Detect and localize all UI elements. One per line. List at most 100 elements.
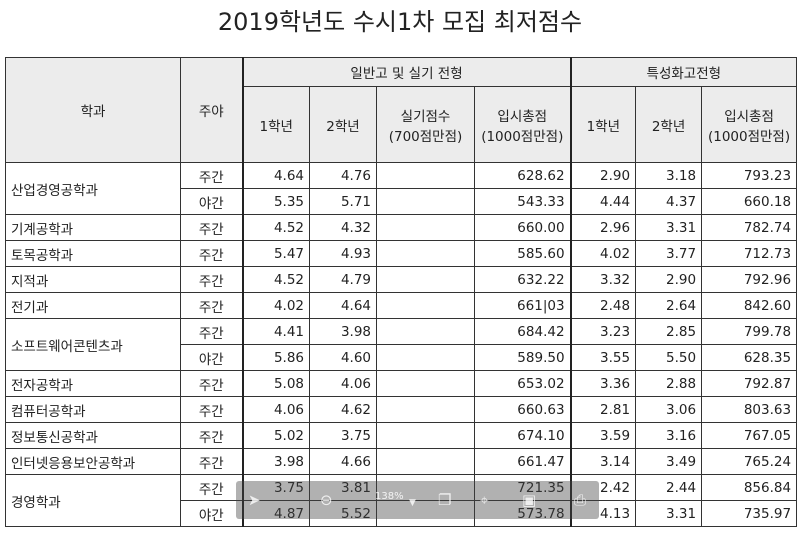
voc-year2-cell: 2.90 [635,266,703,293]
dept-cell: 산업경영공학과 [5,162,181,215]
shift-cell: 주간 [180,292,243,319]
shift-cell: 주간 [180,162,243,189]
header-g1-total-line2: (1000점만점) [481,128,564,145]
voc-year1-cell: 2.81 [569,396,637,423]
year1-cell: 5.08 [241,370,310,397]
skill-cell [376,318,475,345]
voc-total-cell: 803.63 [701,396,798,423]
table-row: 전기과 주간 4.02 4.64 661|03 2.48 2.64 842.60 [5,292,798,319]
year2-cell: 3.81 [309,474,377,501]
zoom-out-icon[interactable]: ⊖ [320,491,333,509]
total-cell: 660.63 [473,396,572,423]
voc-year1-cell: 4.02 [569,240,637,267]
voc-year2-cell: 2.85 [635,318,703,345]
year2-cell: 4.76 [309,162,377,189]
crop-icon[interactable]: ⌖ [480,491,489,509]
year1-cell: 5.02 [241,422,310,449]
shift-cell: 주간 [180,240,243,267]
header-g1-year1: 1학년 [241,86,310,163]
table-row: 기계공학과 주간 4.52 4.32 660.00 2.96 3.31 782.… [5,214,798,241]
skill-cell [376,344,475,371]
table-row: 전자공학과 주간 5.08 4.06 653.02 3.36 2.88 792.… [5,370,798,397]
voc-year1-cell: 2.96 [569,214,637,241]
header-g2-year2: 2학년 [635,86,703,163]
voc-year2-cell: 3.06 [635,396,703,423]
dept-cell: 인터넷응용보안공학과 [5,448,181,475]
print-icon[interactable]: ⎙ [574,491,587,509]
voc-year1-cell: 2.48 [569,292,637,319]
shift-cell: 야간 [180,188,243,215]
header-g2-total: 입시총점 (1000점만점) [701,86,798,163]
year1-cell: 4.02 [241,292,310,319]
table-row: 경영학과 주간 3.75 3.81 721.35 2.42 2.44 856.8… [5,474,798,527]
year2-cell: 3.75 [309,422,377,449]
voc-year1-cell: 3.14 [569,448,637,475]
shift-cell: 주간 [180,370,243,397]
header-g1-skill-line1: 실기점수 [400,108,451,125]
header-shift: 주야 [180,57,243,163]
voc-total-cell: 712.73 [701,240,798,267]
total-cell: 661|03 [473,292,572,319]
header-general-track: 일반고 및 실기 전형 [241,57,572,87]
dept-cell: 경영학과 [5,474,181,527]
voc-year2-cell: 3.31 [635,500,703,527]
table-row: 야간 5.35 5.71 543.33 4.44 4.37 660.18 [6,188,798,215]
skill-cell [376,500,475,527]
year1-cell: 4.52 [241,266,310,293]
dept-cell: 토목공학과 [5,240,181,267]
voc-year2-cell: 5.50 [635,344,703,371]
dept-cell: 기계공학과 [5,214,181,241]
skill-cell [376,292,475,319]
image-viewer-toolbar: ➤ ⊖ 138% ▼ ❐ ⌖ ▣ ⎙ [236,481,599,519]
header-g2-total-line2: (1000점만점) [707,128,791,145]
header-vocational-track: 특성화고전형 [569,57,798,87]
zoom-level[interactable]: 138% [375,491,404,502]
year1-cell: 3.75 [241,474,310,501]
year2-cell: 5.71 [309,188,377,215]
dept-cell: 전자공학과 [5,370,181,397]
shift-cell: 주간 [180,396,243,423]
copy-icon[interactable]: ❐ [438,491,452,509]
dept-cell: 전기과 [5,292,181,319]
header-dept: 학과 [5,57,181,163]
dept-cell: 지적과 [5,266,181,293]
voc-year2-cell: 3.31 [635,214,703,241]
table-row: 소프트웨어콘텐츠과 주간 4.41 3.98 684.42 3.23 2.85 … [5,318,798,371]
voc-year2-cell: 3.18 [635,162,703,189]
total-cell: 585.60 [473,240,572,267]
header-g2-year1: 1학년 [569,86,637,163]
year1-cell: 5.35 [241,188,310,215]
voc-year2-cell: 2.88 [635,370,703,397]
skill-cell [376,448,475,475]
year1-cell: 4.87 [241,500,310,527]
skill-cell [376,188,475,215]
total-cell: 674.10 [473,422,572,449]
voc-total-cell: 765.24 [701,448,798,475]
shift-cell: 주간 [180,422,243,449]
dept-cell: 소프트웨어콘텐츠과 [5,318,181,371]
year1-cell: 5.47 [241,240,310,267]
table-row: 야간 5.86 4.60 589.50 3.55 5.50 628.35 [6,344,798,371]
voc-year2-cell: 3.77 [635,240,703,267]
year1-cell: 4.52 [241,214,310,241]
skill-cell [376,266,475,293]
dropdown-icon[interactable]: ▼ [409,498,416,508]
skill-cell [376,370,475,397]
voc-year1-cell: 3.36 [569,370,637,397]
voc-year1-cell: 3.59 [569,422,637,449]
shift-cell: 주간 [180,474,243,501]
voc-year1-cell: 3.23 [569,318,637,345]
skill-cell [376,474,475,501]
cursor-icon[interactable]: ➤ [248,491,261,509]
year1-cell: 4.41 [241,318,310,345]
shift-cell: 주간 [180,448,243,475]
score-table: 학과 주야 일반고 및 실기 전형 특성화고전형 1학년 2학년 실기점수 (7… [5,57,798,527]
fit-icon[interactable]: ▣ [522,491,537,509]
year2-cell: 4.64 [309,292,377,319]
voc-total-cell: 799.78 [701,318,798,345]
total-cell: 628.62 [473,162,572,189]
voc-year1-cell: 4.13 [569,500,637,527]
year1-cell: 5.86 [241,344,310,371]
voc-year2-cell: 3.16 [635,422,703,449]
voc-year1-cell: 3.32 [569,266,637,293]
